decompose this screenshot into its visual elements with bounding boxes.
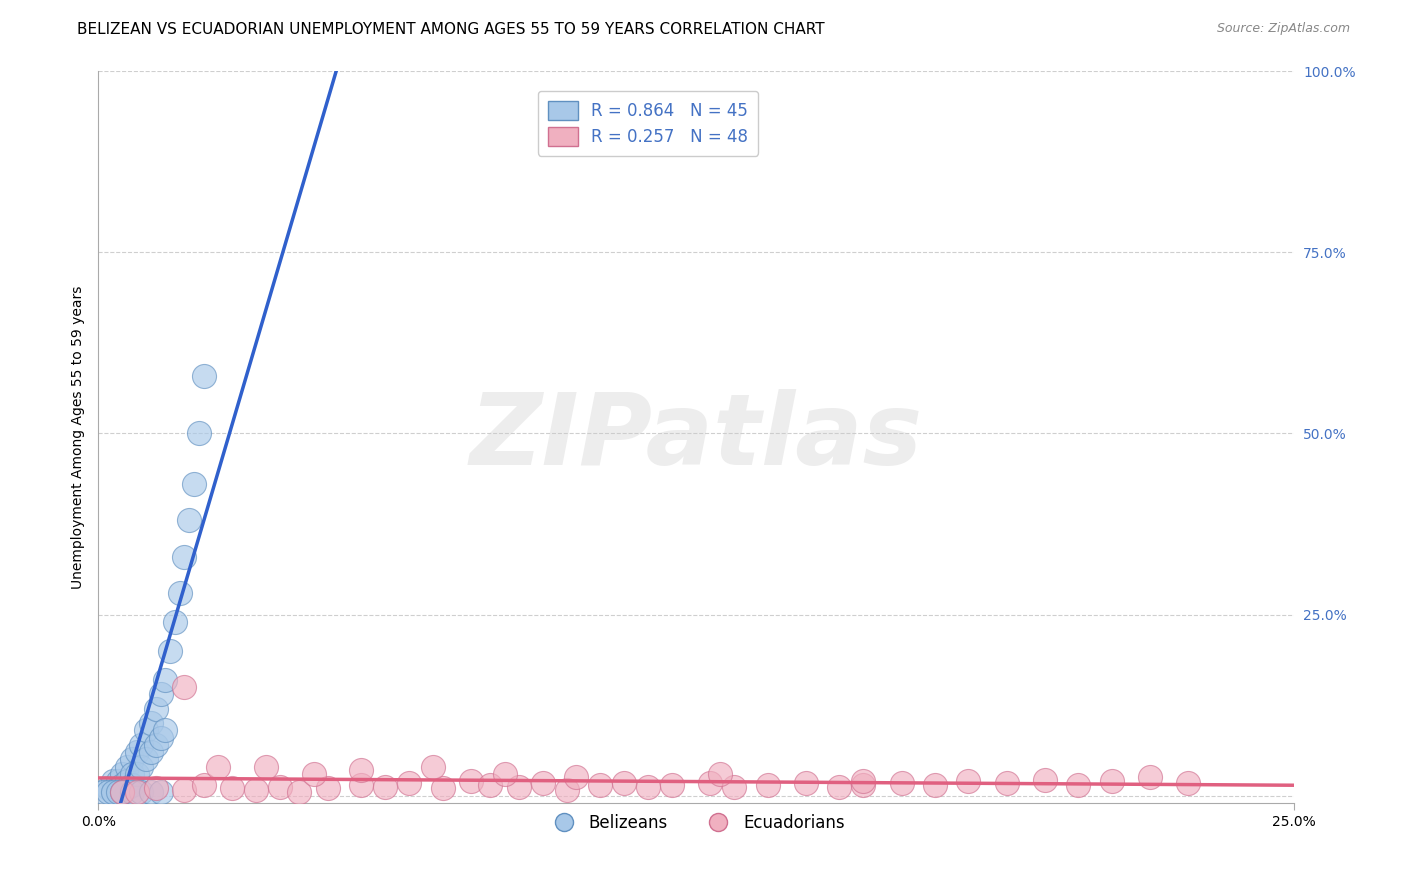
Point xyxy=(828,780,851,794)
Point xyxy=(97,781,120,796)
Point xyxy=(302,767,325,781)
Point xyxy=(699,775,721,789)
Text: Source: ZipAtlas.com: Source: ZipAtlas.com xyxy=(1216,22,1350,36)
Point xyxy=(131,738,153,752)
Point xyxy=(207,759,229,773)
Point xyxy=(221,781,243,796)
Point xyxy=(115,774,138,789)
Point xyxy=(111,778,134,792)
Point xyxy=(101,774,124,789)
Point xyxy=(173,549,195,564)
Point xyxy=(111,785,134,799)
Point xyxy=(193,368,215,383)
Point xyxy=(288,785,311,799)
Point xyxy=(852,774,875,789)
Point xyxy=(131,759,153,773)
Point xyxy=(613,775,636,789)
Point xyxy=(350,763,373,777)
Point xyxy=(111,785,134,799)
Point xyxy=(422,759,444,773)
Point xyxy=(193,778,215,792)
Point xyxy=(1139,771,1161,785)
Point xyxy=(890,775,912,789)
Point xyxy=(125,785,148,799)
Y-axis label: Unemployment Among Ages 55 to 59 years: Unemployment Among Ages 55 to 59 years xyxy=(70,285,84,589)
Point xyxy=(723,780,745,794)
Point xyxy=(163,615,186,629)
Point xyxy=(350,778,373,792)
Point xyxy=(125,767,148,781)
Point xyxy=(179,513,201,527)
Legend: Belizeans, Ecuadorians: Belizeans, Ecuadorians xyxy=(540,807,852,838)
Point xyxy=(187,426,209,441)
Point xyxy=(107,774,129,789)
Point xyxy=(565,771,588,785)
Point xyxy=(131,785,153,799)
Point xyxy=(107,781,129,796)
Point xyxy=(155,723,177,738)
Point xyxy=(121,785,143,799)
Point xyxy=(637,780,659,794)
Point xyxy=(531,775,554,789)
Point xyxy=(1033,772,1056,787)
Point xyxy=(115,759,138,773)
Point xyxy=(995,775,1018,789)
Point xyxy=(183,477,205,491)
Point xyxy=(145,701,167,715)
Point xyxy=(135,752,157,766)
Point xyxy=(460,774,482,789)
Point xyxy=(316,781,339,796)
Point xyxy=(101,785,124,799)
Point xyxy=(121,752,143,766)
Point xyxy=(107,785,129,799)
Point xyxy=(139,745,162,759)
Point xyxy=(709,767,731,781)
Point xyxy=(494,767,516,781)
Point xyxy=(924,778,946,792)
Point xyxy=(245,782,267,797)
Point xyxy=(135,723,157,738)
Point xyxy=(661,778,683,792)
Point xyxy=(398,775,420,789)
Point xyxy=(589,778,612,792)
Point xyxy=(1067,778,1090,792)
Point xyxy=(97,785,120,799)
Point xyxy=(125,745,148,759)
Point xyxy=(101,785,124,799)
Point xyxy=(1177,775,1199,789)
Point xyxy=(374,780,396,794)
Point xyxy=(139,785,162,799)
Point xyxy=(173,782,195,797)
Point xyxy=(149,731,172,745)
Point xyxy=(91,785,114,799)
Point xyxy=(111,767,134,781)
Point xyxy=(111,785,134,799)
Point xyxy=(121,767,143,781)
Point xyxy=(155,673,177,687)
Point xyxy=(269,780,291,794)
Point xyxy=(149,785,172,799)
Point xyxy=(852,778,875,792)
Point xyxy=(159,644,181,658)
Point xyxy=(756,778,779,792)
Point xyxy=(1101,774,1123,789)
Text: ZIPatlas: ZIPatlas xyxy=(470,389,922,485)
Point xyxy=(169,586,191,600)
Point xyxy=(794,775,817,789)
Point xyxy=(115,781,138,796)
Point xyxy=(479,778,502,792)
Point xyxy=(508,780,530,794)
Point xyxy=(145,781,167,796)
Text: BELIZEAN VS ECUADORIAN UNEMPLOYMENT AMONG AGES 55 TO 59 YEARS CORRELATION CHART: BELIZEAN VS ECUADORIAN UNEMPLOYMENT AMON… xyxy=(77,22,825,37)
Point xyxy=(121,778,143,792)
Point xyxy=(957,774,980,789)
Point xyxy=(149,687,172,701)
Point xyxy=(139,716,162,731)
Point xyxy=(254,759,277,773)
Point xyxy=(145,738,167,752)
Point xyxy=(555,782,578,797)
Point xyxy=(432,781,454,796)
Point xyxy=(173,680,195,694)
